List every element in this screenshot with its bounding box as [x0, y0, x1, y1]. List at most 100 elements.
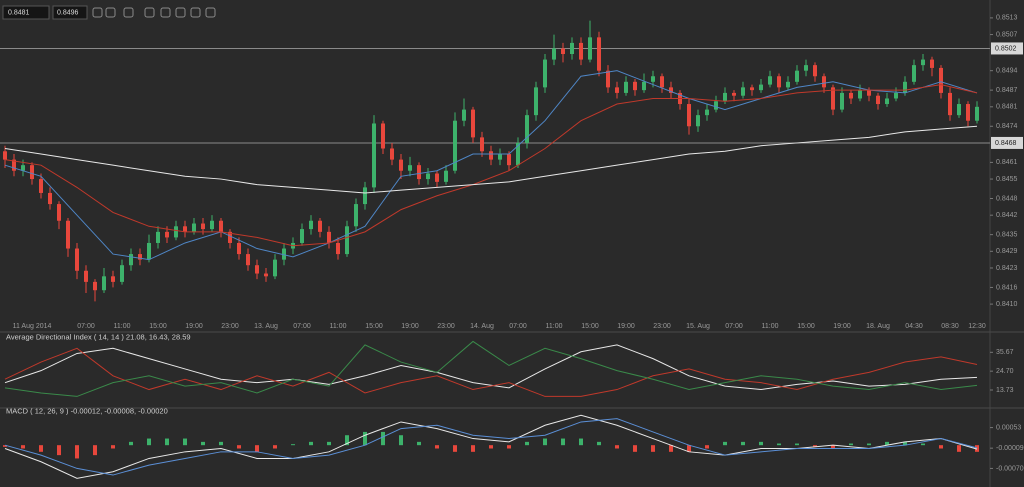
- candle-body: [570, 42, 574, 55]
- histogram-bar: [291, 444, 295, 446]
- candle-body: [507, 154, 511, 166]
- candle-body: [498, 154, 502, 160]
- candle-body: [93, 281, 97, 291]
- candle-body: [750, 87, 754, 91]
- candle-body: [579, 42, 583, 60]
- panel-title: MACD ( 12, 26, 9 ) -0.00012, -0.00008, -…: [6, 407, 168, 416]
- histogram-bar: [75, 445, 79, 459]
- candle-body: [327, 231, 331, 243]
- histogram-bar: [363, 431, 367, 446]
- y-tick-label: 0.8442: [996, 212, 1018, 219]
- candle-body: [543, 59, 547, 88]
- indicator-line: [4, 347, 978, 397]
- candle-body: [975, 106, 979, 121]
- candle-body: [381, 123, 385, 149]
- y-tick-label: 0.8429: [996, 248, 1018, 255]
- candle-body: [858, 90, 862, 99]
- candle-body: [939, 67, 943, 93]
- candle-body: [651, 76, 655, 82]
- candle-body: [390, 148, 394, 160]
- candle-body: [624, 81, 628, 93]
- candle-body: [966, 104, 970, 121]
- histogram-bar: [471, 445, 475, 452]
- histogram-bar: [741, 441, 745, 446]
- candle-body: [714, 101, 718, 110]
- candle-body: [408, 165, 412, 171]
- indicator-button[interactable]: [160, 7, 171, 18]
- candle-body: [534, 87, 538, 116]
- histogram-bar: [381, 431, 385, 446]
- candle-body: [111, 276, 115, 282]
- histogram-bar: [759, 441, 763, 446]
- candle-body: [147, 242, 151, 260]
- x-tick-label: 11:00: [330, 323, 347, 330]
- candle-body: [588, 37, 592, 60]
- bid-price: 0.8481: [8, 9, 30, 16]
- ask-box[interactable]: [52, 5, 88, 20]
- candle-body: [669, 87, 673, 93]
- y-tick-label: 0.8461: [996, 159, 1018, 166]
- y-tick-label: -0.00009: [996, 445, 1024, 452]
- candle-body: [759, 84, 763, 91]
- y-tick-label: 0.8448: [996, 195, 1018, 202]
- histogram-bar: [183, 438, 187, 446]
- candle-body: [183, 226, 187, 232]
- histogram-bar: [57, 445, 61, 456]
- toolbar: [92, 7, 216, 18]
- histogram-bar: [111, 445, 115, 449]
- candle-body: [12, 159, 16, 171]
- candle-body: [795, 70, 799, 82]
- y-tick-label: 0.8435: [996, 231, 1018, 238]
- candle-body: [129, 254, 133, 266]
- x-tick-label: 19:00: [185, 323, 203, 330]
- candle-body: [435, 173, 439, 182]
- x-tick-label: 15:00: [581, 323, 599, 330]
- histogram-bar: [327, 441, 331, 446]
- y-tick-label: 35.67: [996, 349, 1014, 356]
- candle-body: [219, 220, 223, 232]
- fullscreen-button[interactable]: [205, 7, 216, 18]
- candle-body: [480, 137, 484, 152]
- x-tick-label: 12:30: [968, 323, 986, 330]
- candle-body: [354, 204, 358, 227]
- candle-body: [39, 179, 43, 193]
- chart-type-button[interactable]: [144, 7, 155, 18]
- x-tick-label: 15:00: [797, 323, 815, 330]
- candle-body: [930, 59, 934, 68]
- x-tick-label: 15:00: [149, 323, 167, 330]
- histogram-bar: [3, 445, 7, 447]
- histogram-bar: [21, 445, 25, 449]
- y-tick-label: 0.8410: [996, 301, 1018, 308]
- candle-body: [237, 242, 241, 255]
- y-tick-label: -0.00070: [996, 465, 1024, 472]
- candle-body: [120, 265, 124, 282]
- histogram-bar: [903, 441, 907, 446]
- histogram-bar: [867, 443, 871, 446]
- x-tick-label: 13. Aug: [254, 323, 278, 330]
- candle-body: [309, 220, 313, 230]
- candle-body: [840, 92, 844, 110]
- candle-body: [372, 123, 376, 188]
- level-box: [991, 42, 1023, 55]
- histogram-bar: [147, 438, 151, 446]
- candle-body: [246, 254, 250, 266]
- x-tick-label: 07:00: [509, 323, 527, 330]
- bid-box[interactable]: [2, 5, 50, 20]
- edit-button[interactable]: [190, 7, 201, 18]
- zoom-out-button[interactable]: [92, 7, 103, 18]
- candle-body: [552, 48, 556, 60]
- rotate-button[interactable]: [123, 7, 134, 18]
- candle-body: [228, 231, 232, 243]
- x-tick-label: 11:00: [546, 323, 563, 330]
- histogram-bar: [723, 441, 727, 446]
- candle-body: [336, 242, 340, 255]
- candle-body: [30, 165, 34, 180]
- zoom-in-button[interactable]: [105, 7, 116, 18]
- x-tick-label: 08:30: [941, 323, 959, 330]
- candle-body: [687, 104, 691, 127]
- histogram-bar: [435, 445, 439, 449]
- draw-button[interactable]: [175, 7, 186, 18]
